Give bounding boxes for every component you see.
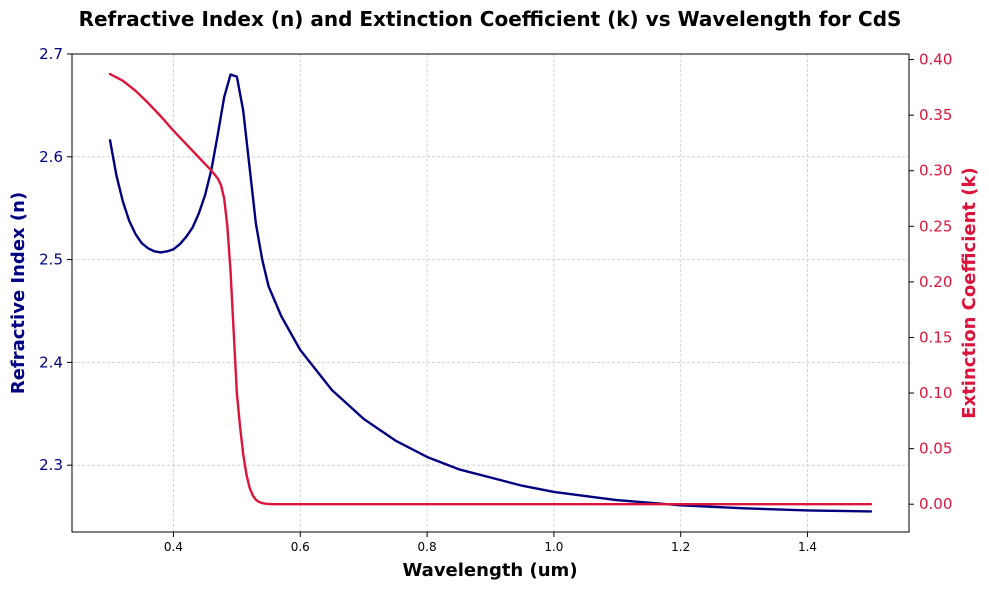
x-tick-label: 0.6 — [291, 540, 310, 554]
y-axis-left-label: Refractive Index (n) — [8, 192, 29, 394]
x-tick-label: 1.0 — [544, 540, 563, 554]
y-right-tick-label: 0.25 — [919, 217, 952, 235]
grid — [72, 53, 909, 532]
y-left-tick-label: 2.4 — [39, 353, 63, 371]
x-tick-label: 1.2 — [671, 540, 690, 554]
y-right-tick-label: 0.15 — [919, 328, 952, 346]
y-right-tick-label: 0.40 — [919, 51, 952, 69]
x-tick-label: 0.8 — [418, 540, 437, 554]
x-tick-label: 0.4 — [164, 540, 183, 554]
y-right-tick-label: 0.35 — [919, 106, 952, 124]
y-left-tick-label: 2.7 — [39, 45, 63, 63]
y-right-tick-label: 0.10 — [919, 384, 952, 402]
y-left-tick-label: 2.3 — [39, 456, 63, 474]
chart-title: Refractive Index (n) and Extinction Coef… — [79, 7, 902, 31]
y-right-tick-label: 0.30 — [919, 162, 952, 180]
y-right-tick-label: 0.00 — [919, 495, 952, 513]
x-axis-label: Wavelength (um) — [402, 560, 577, 581]
y-axis-right-label: Extinction Coefficient (k) — [959, 167, 980, 418]
plot-frame — [71, 53, 910, 533]
y-axis-left: 2.3 2.4 2.5 2.6 2.7 — [39, 45, 72, 474]
x-tick-label: 1.4 — [798, 540, 817, 554]
y-right-tick-label: 0.20 — [919, 273, 952, 291]
y-left-tick-label: 2.5 — [39, 251, 63, 269]
series-layer — [108, 72, 873, 513]
series-line-k — [108, 72, 873, 506]
series-line-n — [108, 73, 873, 513]
y-right-tick-label: 0.05 — [919, 440, 952, 458]
y-axis-right: 0.00 0.05 0.10 0.15 0.20 0.25 0.30 0.35 0.40 — [909, 51, 952, 513]
y-left-tick-label: 2.6 — [39, 148, 63, 166]
x-axis: 0.4 0.6 0.8 1.0 1.2 1.4 — [164, 532, 817, 554]
